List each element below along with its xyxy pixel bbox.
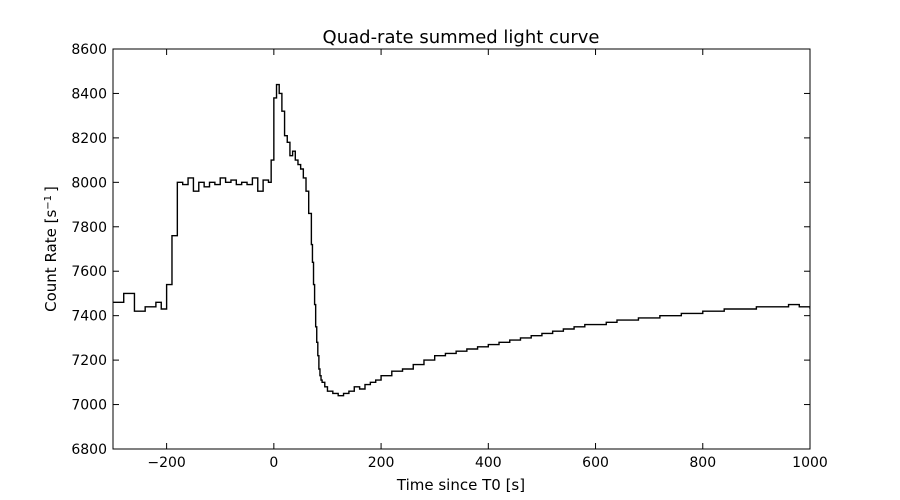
y-axis-label-suffix: ] xyxy=(42,186,60,192)
x-axis: −200 0 200 400 600 800 1000 xyxy=(147,49,828,471)
x-tick-label: −200 xyxy=(147,455,185,471)
y-tick-label: 7800 xyxy=(71,220,107,236)
y-axis-label-exponent: −1 xyxy=(43,195,54,210)
x-tick-label: 400 xyxy=(475,455,502,471)
x-axis-label: Time since T0 [s] xyxy=(396,476,525,494)
y-tick-label: 7400 xyxy=(71,309,107,325)
y-axis-label: Count Rate [s−1] xyxy=(42,186,60,312)
plot-frame xyxy=(112,48,811,450)
y-tick-label: 7600 xyxy=(71,264,107,280)
x-tick-label: 0 xyxy=(269,455,278,471)
series-line xyxy=(113,83,810,397)
y-tick-label: 8400 xyxy=(71,86,107,102)
y-tick-label: 6800 xyxy=(71,442,107,458)
plot-area xyxy=(113,83,810,397)
x-tick-label: 200 xyxy=(368,455,395,471)
y-tick-label: 8000 xyxy=(71,175,107,191)
x-tick-label: 600 xyxy=(582,455,609,471)
y-tick-label: 8200 xyxy=(71,131,107,147)
y-axis: 6800 7000 7200 7400 7600 7800 8000 8200 8400 8600 xyxy=(71,42,810,458)
x-tick-label: 1000 xyxy=(792,455,828,471)
y-tick-label: 7000 xyxy=(71,398,107,414)
chart-title: Quad-rate summed light curve xyxy=(323,27,600,48)
y-axis-label-text: Count Rate [s xyxy=(42,210,60,312)
y-tick-label: 7200 xyxy=(71,353,107,369)
y-tick-label: 8600 xyxy=(71,42,107,58)
x-tick-label: 800 xyxy=(689,455,716,471)
